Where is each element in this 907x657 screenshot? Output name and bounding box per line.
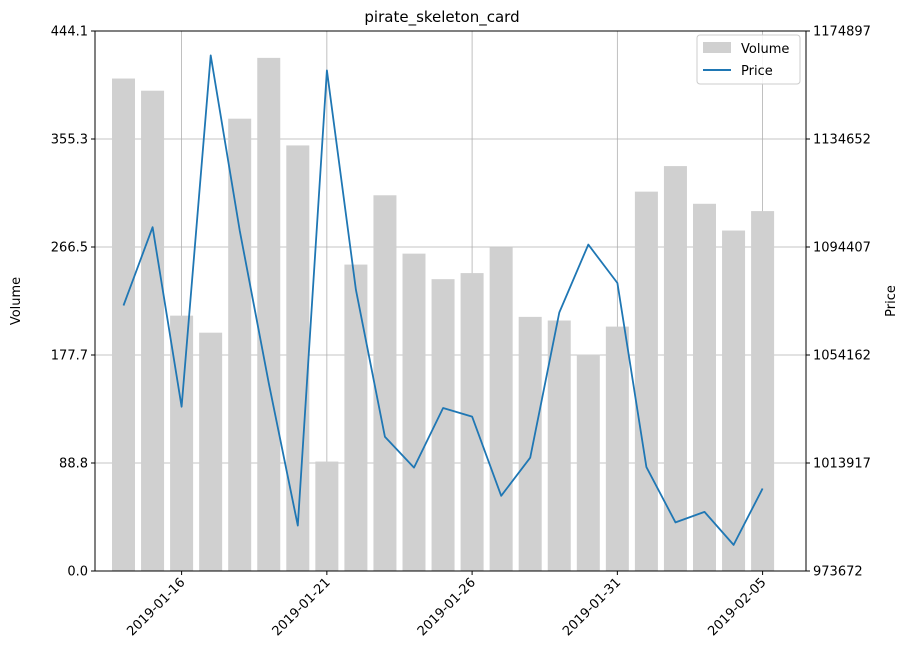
volume-bar [344, 264, 368, 571]
volume-bar [199, 332, 223, 571]
y-tick-label-left: 444.1 [51, 25, 88, 40]
volume-bar [605, 326, 629, 571]
y-tick-label-left: 88.8 [59, 457, 88, 472]
volume-bar [489, 247, 513, 571]
y-tick-label-right: 1094407 [813, 241, 871, 256]
y-tick-label-right: 973672 [813, 565, 863, 580]
volume-bar [170, 315, 194, 571]
y-axis-label-left: Volume [9, 277, 24, 325]
volume-bar [751, 211, 775, 572]
volume-bar [315, 461, 339, 571]
legend-volume-swatch [703, 42, 731, 53]
volume-bar [228, 118, 252, 572]
volume-bar [112, 78, 135, 572]
volume-bar [693, 203, 716, 572]
volume-bar [373, 195, 397, 572]
volume-bar [547, 320, 571, 571]
y-tick-label-right: 1174897 [813, 25, 871, 40]
left-axis: 0.0 88.8 177.7 266.5 355.3 444.1 [51, 25, 95, 580]
price-line [122, 54, 764, 546]
volume-bar [518, 316, 542, 571]
y-tick-label-right: 1013917 [813, 457, 871, 472]
y-tick-label-left: 0.0 [67, 565, 88, 580]
y-tick-label-left: 266.5 [51, 241, 88, 256]
y-tick-label-left: 177.7 [51, 349, 88, 364]
chart-title: pirate_skeleton_card [364, 8, 519, 27]
legend-volume-label: Volume [741, 42, 789, 57]
plot-frame [94, 30, 807, 572]
volume-bar [634, 191, 658, 572]
legend: Volume Price [696, 34, 801, 85]
price-line-group [122, 54, 764, 546]
legend-price-label: Price [741, 64, 773, 79]
volume-bar [722, 230, 746, 572]
y-tick-label-right: 1134652 [813, 133, 871, 148]
volume-bar [402, 253, 426, 571]
y-tick-label-right: 1054162 [813, 349, 871, 364]
volume-bar [431, 279, 455, 571]
volume-bar [663, 166, 687, 572]
volume-bar [141, 90, 165, 572]
volume-bars [112, 57, 775, 572]
right-axis: 973672 1013917 1054162 1094407 1134652 117489… [806, 25, 871, 580]
volume-bar [576, 354, 600, 571]
y-tick-label-left: 355.3 [51, 133, 88, 148]
volume-bar [257, 57, 281, 572]
volume-bar [460, 273, 484, 571]
y-axis-label-right: Price [884, 285, 899, 317]
volume-bar [286, 145, 310, 572]
